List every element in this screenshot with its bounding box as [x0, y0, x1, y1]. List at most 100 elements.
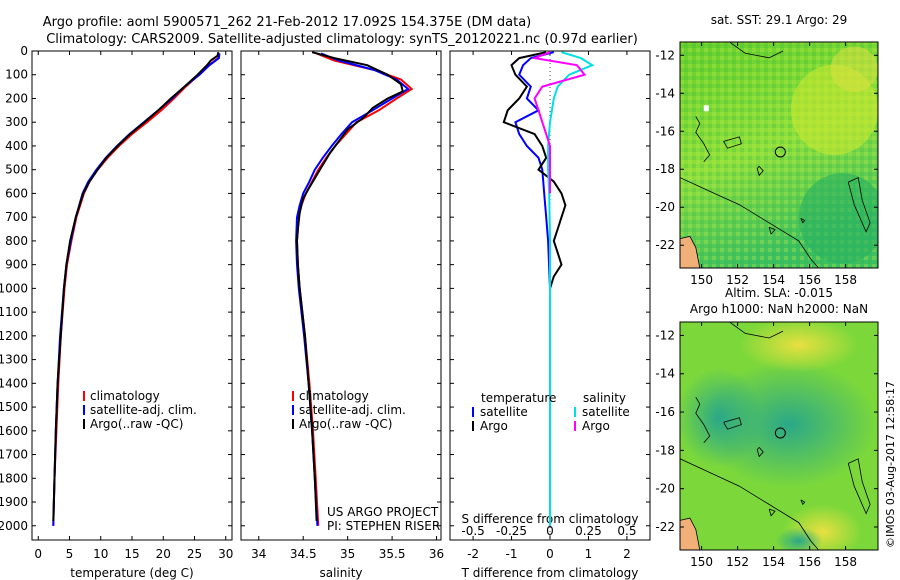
lon-tick-label: 158: [834, 273, 857, 287]
legend-label: Argo(..raw -QC): [299, 417, 392, 431]
legend-label: Argo: [582, 419, 610, 433]
s-tick-label: 0.25: [575, 524, 602, 538]
depth-tick-label: 2000: [0, 519, 28, 533]
depth-tick-label: 1600: [0, 424, 28, 438]
x-tick-label: 35.5: [379, 547, 406, 561]
sla-low: [775, 527, 823, 550]
depth-tick-label: 400: [5, 139, 28, 153]
panel-salinity: 34 34.5 35 35.5 36 salinity climatologysatelli…: [240, 50, 444, 580]
x-tick-label: 0: [546, 547, 554, 561]
lon-tick-label: 152: [726, 555, 749, 569]
depth-tick-label: 300: [5, 115, 28, 129]
x-axis-label: temperature (deg C): [70, 566, 193, 580]
depth-tick-label: 1700: [0, 448, 28, 462]
x-tick-label: -2: [467, 547, 479, 561]
map-frame: [679, 41, 879, 269]
depth-tick-label: 1000: [0, 281, 28, 295]
reef-outline: [723, 417, 742, 430]
sla-low: [680, 367, 764, 468]
depth-tick-label: 500: [5, 163, 28, 177]
legend-label: satellite: [480, 405, 528, 419]
panel-temperature: 0 5 10 15 20 25 300100200300400500600700800900…: [0, 44, 233, 580]
lat-tick-label: -14: [655, 86, 675, 100]
lat-tick-label: -16: [655, 405, 675, 419]
reef-outline: [729, 322, 784, 339]
legend-title-temperature: temperature: [481, 391, 556, 405]
depth-tick-label: 1200: [0, 329, 28, 343]
depth-tick-label: 1900: [0, 495, 28, 509]
sst-missing-pixel: [703, 105, 709, 112]
lon-tick-label: 156: [798, 555, 821, 569]
x-axis-label: T difference from climatology: [461, 566, 639, 580]
lat-tick-label: -12: [655, 328, 675, 342]
title-line2: Climatology: CARS2009. Satellite-adjuste…: [46, 32, 638, 47]
legend-label: satellite: [582, 405, 630, 419]
lat-tick-label: -16: [655, 124, 675, 138]
depth-tick-label: 200: [5, 91, 28, 105]
map-subtitle: Argo h1000: NaN h2000: NaN: [690, 302, 868, 316]
lat-tick-label: -18: [655, 162, 675, 176]
plot-frame: [31, 50, 233, 541]
shelf-edge: [680, 458, 819, 550]
depth-tick-label: 600: [5, 186, 28, 200]
lon-tick-label: 156: [798, 273, 821, 287]
legend-label: satellite-adj. clim.: [90, 403, 197, 417]
map-title: Altim. SLA: -0.015: [725, 286, 833, 300]
lon-tick-label: 154: [762, 273, 785, 287]
land-mass: [680, 517, 701, 550]
x-tick-label: 15: [124, 547, 139, 561]
x-tick-label: 1: [585, 547, 593, 561]
shelf-edge: [680, 177, 819, 268]
argo-location-marker: [774, 146, 786, 158]
x-tick-label: 34: [251, 547, 266, 561]
reef-outline: [723, 136, 742, 149]
x-tick-label: 34.5: [290, 547, 317, 561]
lon-tick-label: 152: [726, 273, 749, 287]
lat-tick-label: -18: [655, 443, 675, 457]
x-tick-label: 30: [218, 547, 233, 561]
legend-label: Argo: [480, 419, 508, 433]
depth-tick-label: 900: [5, 258, 28, 272]
depth-tick-label: 0: [20, 44, 28, 58]
map-frame: [679, 321, 879, 551]
sst-cool-patch: [798, 173, 878, 264]
lat-tick-label: -22: [655, 520, 675, 534]
sst-warm-patch: [830, 46, 878, 92]
map-sla: Altim. SLA: -0.015 Argo h1000: NaN h2000:…: [655, 286, 879, 569]
plot-frame: [240, 50, 442, 541]
island-outline: [756, 166, 764, 177]
depth-tick-label: 800: [5, 234, 28, 248]
reef-outline: [695, 396, 711, 444]
legend-label: satellite-adj. clim.: [299, 403, 406, 417]
pi-annotation: US ARGO PROJECT: [327, 505, 439, 519]
x-tick-label: 0: [34, 547, 42, 561]
series-salinity-satellite: [547, 51, 595, 526]
legend-title-salinity: salinity: [583, 391, 626, 405]
series-argo-raw-qc-: [295, 51, 404, 522]
s-tick-label: 0: [546, 524, 554, 538]
lon-tick-label: 158: [834, 555, 857, 569]
lat-tick-label: -22: [655, 238, 675, 252]
title-line1: Argo profile: aoml 5900571_262 21-Feb-20…: [43, 15, 532, 30]
reef-outline: [729, 42, 784, 59]
island-outline: [800, 499, 806, 506]
island-outline: [768, 508, 776, 517]
sla-high: [739, 322, 859, 373]
island-outline: [800, 217, 806, 224]
reef-outline: [695, 116, 711, 163]
x-tick-label: 10: [93, 547, 108, 561]
s-tick-label: 0.5: [617, 524, 636, 538]
lat-tick-label: -20: [655, 482, 675, 496]
island-outline: [756, 447, 764, 458]
x-tick-label: -1: [506, 547, 518, 561]
depth-tick-label: 1100: [0, 305, 28, 319]
pi-annotation: PI: STEPHEN RISER: [327, 519, 440, 533]
argo-location-marker: [774, 427, 786, 439]
x-tick-label: 25: [187, 547, 202, 561]
legend-label: climatology: [90, 389, 160, 403]
x-tick-label: 36: [429, 547, 444, 561]
lat-tick-label: -14: [655, 367, 675, 381]
series-group: [52, 52, 221, 526]
x-axis-label: salinity: [319, 566, 362, 580]
